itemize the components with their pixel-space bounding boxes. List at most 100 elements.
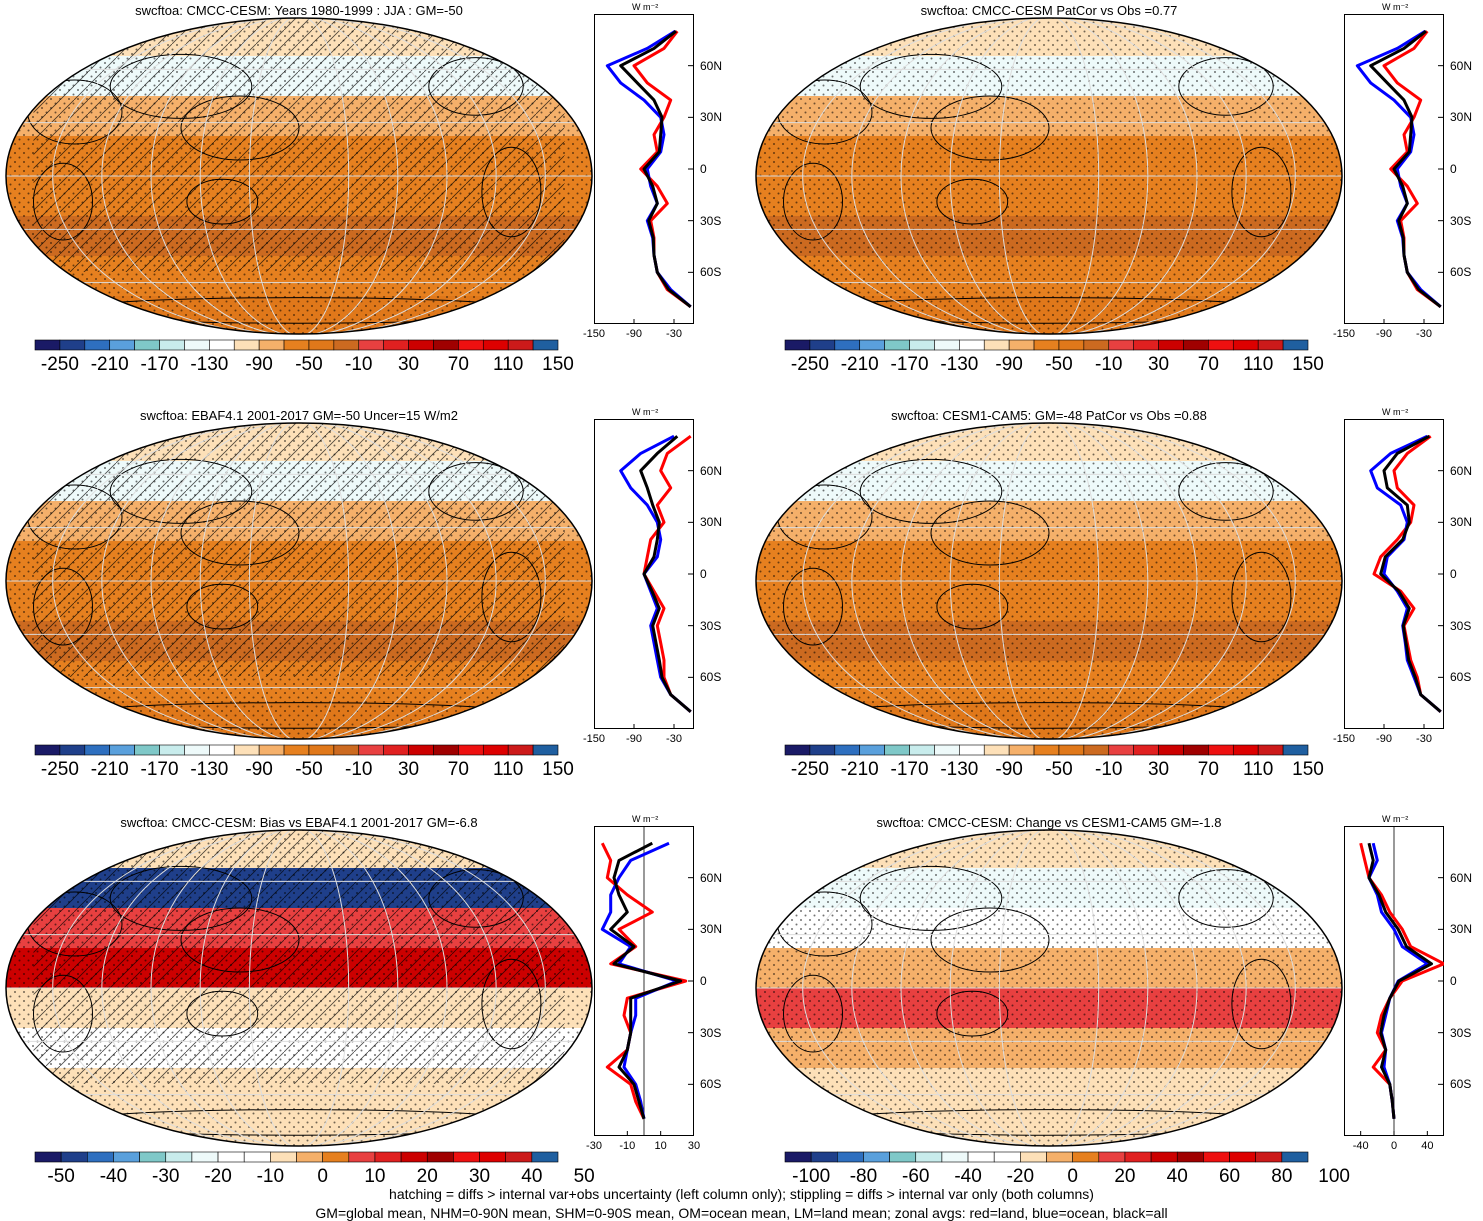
zonal-line-ocean [619, 434, 692, 713]
colorbar-swatch [482, 744, 509, 756]
colorbar-label: -210 [840, 354, 879, 375]
colorbar-label: 20 [416, 1166, 438, 1187]
colorbar-label: -20 [204, 1166, 232, 1187]
colorbar-swatch [810, 1151, 838, 1163]
colorbar-swatch [836, 1151, 864, 1163]
world-map [755, 422, 1343, 740]
colorbar-swatch [308, 339, 335, 351]
latitude-label: 60N [700, 58, 723, 73]
colorbar-swatch [531, 1151, 559, 1163]
zonal-x-tick: -30 [666, 733, 682, 745]
colorbar-swatch [1072, 1151, 1100, 1163]
colorbar-swatch [109, 339, 135, 351]
zonal-line-all [639, 435, 692, 713]
colorbar-label: -170 [890, 354, 929, 375]
colorbar-swatch [1046, 1151, 1073, 1163]
colorbar-swatch [809, 339, 836, 351]
latitude-label: 30N [1450, 110, 1473, 125]
zonal-line-all [619, 30, 692, 308]
zonal-mean-plot [1344, 419, 1444, 729]
colorbar-label: -210 [840, 759, 879, 780]
zonal-mean-plot [594, 826, 694, 1136]
colorbar-swatch [1282, 744, 1309, 756]
colorbar-label: -250 [40, 759, 79, 780]
colorbar-swatch [1033, 744, 1060, 756]
colorbar-swatch [983, 339, 1010, 351]
colorbar-swatch [348, 1151, 376, 1163]
colorbar-label: 30 [397, 354, 420, 375]
colorbar-label: -130 [190, 354, 229, 375]
colorbar-label: 110 [493, 354, 524, 375]
colorbar-swatch [1208, 744, 1234, 756]
colorbar-swatch [1281, 1151, 1309, 1163]
colorbar-swatch [283, 744, 310, 756]
latitude-label: 60S [1450, 1077, 1472, 1092]
latitude-label: 30S [1450, 1025, 1472, 1040]
zonal-line-all [1369, 30, 1442, 308]
colorbar-label: -10 [1095, 354, 1123, 375]
colorbar-swatch [358, 744, 384, 756]
colorbar-swatch [243, 1151, 271, 1163]
latitude-label: 60N [1450, 463, 1473, 478]
latitude-label: 60N [1450, 58, 1473, 73]
colorbar-label: -250 [40, 354, 79, 375]
colorbar-swatch [1058, 339, 1085, 351]
world-map [5, 829, 593, 1147]
zonal-x-tick: 0 [1390, 1140, 1398, 1152]
colorbar-swatch [1232, 339, 1259, 351]
zonal-unit-label: W m⁻² [1382, 407, 1409, 417]
colorbar [34, 339, 559, 351]
zonal-line-ocean [605, 29, 692, 308]
zonal-unit-label: W m⁻² [632, 2, 659, 12]
colorbar-label: 10 [364, 1166, 386, 1187]
colorbar-label: 30 [1147, 354, 1170, 375]
colorbar-swatch [884, 744, 910, 756]
colorbar-swatch [296, 1151, 323, 1163]
colorbar-label: 100 [1318, 1166, 1350, 1187]
latitude-label: 30N [1450, 922, 1473, 937]
colorbar-label: -90 [245, 354, 273, 375]
colorbar-swatch [983, 744, 1010, 756]
colorbar-label: 0 [1067, 1166, 1078, 1187]
colorbar-swatch [308, 744, 335, 756]
colorbar-swatch [1133, 339, 1159, 351]
latitude-label: 30S [1450, 618, 1472, 633]
latitude-label: 30S [1450, 213, 1472, 228]
panel-title: swcftoa: CMCC-CESM: Years 1980-1999 : JJ… [135, 3, 463, 18]
colorbar-swatch [333, 744, 360, 756]
colorbar-swatch [1020, 1151, 1047, 1163]
zonal-x-tick: -90 [1376, 733, 1392, 745]
zonal-line-land [1372, 434, 1442, 713]
colorbar-swatch [217, 1151, 245, 1163]
latitude-label: 0 [700, 974, 707, 988]
colorbar-swatch [1083, 744, 1110, 756]
latitude-label: 0 [1450, 974, 1457, 988]
colorbar-swatch [1108, 744, 1134, 756]
colorbar-swatch [165, 1151, 193, 1163]
zonal-x-tick: -150 [582, 328, 606, 340]
colorbar [784, 1151, 1309, 1163]
colorbar [34, 1151, 559, 1163]
colorbar-label: -10 [1095, 759, 1123, 780]
footer-line-2: GM=global mean, NHM=0-90N mean, SHM=0-90… [315, 1205, 1168, 1221]
zonal-unit-label: W m⁻² [632, 407, 659, 417]
zonal-x-tick: -30 [666, 328, 682, 340]
colorbar-label: -100 [792, 1166, 831, 1187]
colorbar-swatch [458, 744, 484, 756]
colorbar-swatch [1282, 339, 1309, 351]
zonal-line-land [600, 842, 688, 1120]
colorbar-swatch [909, 339, 935, 351]
latitude-label: 30S [700, 1025, 722, 1040]
panel-2: swcftoa: CMCC-CESM PatCor vs Obs =0.77 -2… [750, 0, 1483, 405]
colorbar-swatch [909, 744, 935, 756]
colorbar-swatch [191, 1151, 219, 1163]
colorbar-swatch [1183, 339, 1209, 351]
zonal-line-all [1367, 842, 1433, 1119]
colorbar-swatch [233, 339, 260, 351]
colorbar-swatch [283, 339, 310, 351]
colorbar-swatch [408, 744, 434, 756]
colorbar-label: -210 [90, 759, 129, 780]
zonal-x-tick: -150 [582, 733, 606, 745]
colorbar-swatch [1098, 1151, 1126, 1163]
latitude-label: 30S [700, 618, 722, 633]
